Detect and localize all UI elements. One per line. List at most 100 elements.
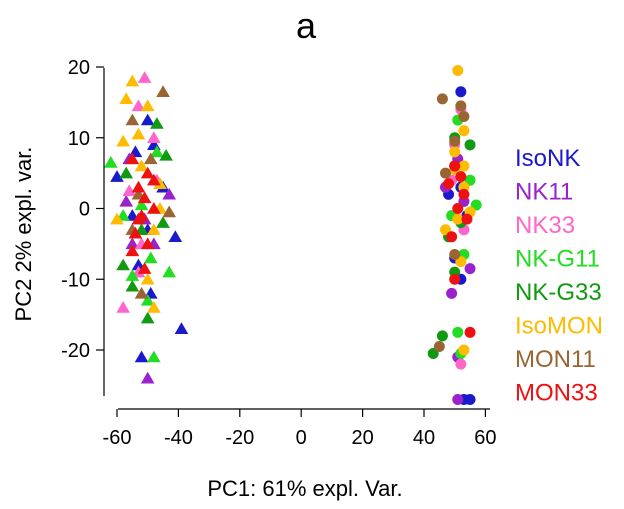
point-mon33-triangle (125, 244, 140, 257)
point-isomon-triangle (125, 74, 140, 87)
point-nk-g11-triangle (140, 293, 155, 306)
point-mon33-triangle (125, 152, 140, 165)
point-mon11-circle (439, 167, 451, 179)
point-isonk-triangle (140, 113, 155, 126)
point-isomon-circle (452, 65, 464, 77)
point-isonk-triangle (110, 170, 124, 182)
legend-entry: NK-G33 (515, 279, 602, 306)
point-mon33-circle (455, 171, 467, 183)
point-mon11-circle (436, 93, 448, 105)
legend-entry: IsoMON (515, 313, 603, 340)
y-tick-label: -20 (61, 340, 90, 362)
point-nk-g33-triangle (116, 258, 130, 271)
y-tick-label: 10 (68, 128, 90, 150)
legend-entry: NK33 (515, 212, 575, 239)
legend-entry: MON33 (515, 380, 598, 407)
point-mon33-triangle (147, 173, 161, 186)
point-nk-g33-circle (464, 139, 476, 151)
point-mon33-triangle (131, 180, 146, 193)
point-nk33-triangle (122, 184, 137, 197)
point-mon11-circle (433, 340, 445, 352)
y-axis-title: PC2 2% expl. var. (11, 147, 36, 322)
point-mon33-circle (458, 188, 470, 200)
x-tick-label: -40 (164, 427, 193, 449)
point-isomon-circle (449, 146, 461, 158)
chart-title: a (296, 5, 317, 46)
point-mon11-circle (449, 248, 461, 260)
legend-entry: MON11 (515, 346, 596, 373)
point-mon33-triangle (131, 212, 146, 225)
point-isomon-triangle (119, 92, 134, 105)
point-nk33-triangle (131, 99, 146, 112)
point-isonk-triangle (168, 230, 183, 242)
x-tick-label: 60 (474, 427, 496, 449)
y-ticks: -20 -10 0 10 20 (61, 57, 104, 362)
point-nk33-circle (455, 358, 467, 370)
point-mon33-triangle (137, 262, 152, 274)
point-nk11-triangle (119, 194, 134, 207)
point-isonk-circle (455, 86, 467, 98)
x-tick-label: 40 (413, 427, 435, 449)
point-mon11-circle (449, 135, 461, 147)
point-nk11-triangle (125, 237, 140, 250)
y-tick-label: 0 (79, 199, 90, 221)
point-nk-g33-triangle (150, 117, 164, 129)
point-nk-g11-circle (452, 326, 464, 338)
point-nk-g33-triangle (125, 279, 140, 292)
point-isonk-triangle (134, 350, 149, 363)
point-mon11-triangle (156, 85, 170, 97)
point-isomon-triangle (116, 134, 130, 147)
point-nk11-circle (452, 394, 464, 406)
y-tick-label: -10 (61, 269, 90, 291)
point-nk-g33-triangle (156, 216, 170, 228)
point-mon33-circle (461, 213, 473, 225)
point-isomon-triangle (147, 301, 161, 313)
legend: IsoNK NK11 NK33 NK-G11 NK-G33 IsoMON MON11 MON3… (515, 145, 603, 407)
point-nk-g11-triangle (150, 145, 164, 158)
point-mon33-circle (449, 160, 461, 172)
point-isomon-triangle (140, 272, 155, 285)
point-isomon-triangle (131, 127, 146, 140)
point-nk-g11-triangle (134, 198, 149, 211)
point-nk-g33-triangle (140, 311, 155, 324)
point-nk-g11-triangle (147, 350, 161, 363)
point-isomon-triangle (140, 99, 155, 112)
point-nk-g11-triangle (143, 251, 158, 264)
point-isomon-circle (458, 344, 470, 356)
point-mon33-circle (464, 326, 476, 338)
point-isomon-triangle (110, 212, 124, 225)
plot-area (104, 65, 482, 406)
point-isonk-triangle (174, 322, 189, 334)
point-nk11-circle (446, 287, 458, 299)
point-mon33-triangle (128, 226, 143, 239)
point-isomon-triangle (153, 177, 167, 189)
point-nk33-triangle (137, 71, 152, 83)
point-nk-g11-triangle (162, 265, 177, 278)
x-tick-label: 0 (296, 427, 307, 449)
point-nk11-circle (464, 263, 476, 275)
point-nk11-triangle (140, 371, 155, 384)
point-mon33-triangle (147, 202, 161, 214)
point-mon33-circle (452, 203, 464, 214)
point-mon11-circle (458, 111, 470, 123)
point-nk33-triangle (116, 301, 130, 313)
point-isomon-triangle (147, 223, 161, 235)
x-axis-title: PC1: 61% expl. Var. (207, 476, 402, 501)
point-mon33-triangle (137, 191, 152, 204)
point-isomon-circle (458, 160, 470, 172)
point-nk-g11-triangle (104, 156, 118, 168)
point-nk-g33-circle (436, 330, 448, 342)
point-isomon-circle (452, 213, 464, 225)
x-tick-label: -20 (225, 427, 254, 449)
point-mon33-circle (449, 273, 461, 285)
legend-entry: IsoNK (515, 145, 580, 172)
point-mon33-triangle (140, 166, 155, 179)
point-mon33-circle (446, 231, 458, 243)
point-mon11-triangle (125, 113, 140, 126)
x-tick-label: -60 (103, 427, 132, 449)
point-mon11-triangle (143, 152, 158, 165)
y-tick-label: 20 (68, 57, 90, 79)
point-isomon-triangle (134, 159, 149, 172)
point-nk-g11-triangle (125, 269, 140, 281)
